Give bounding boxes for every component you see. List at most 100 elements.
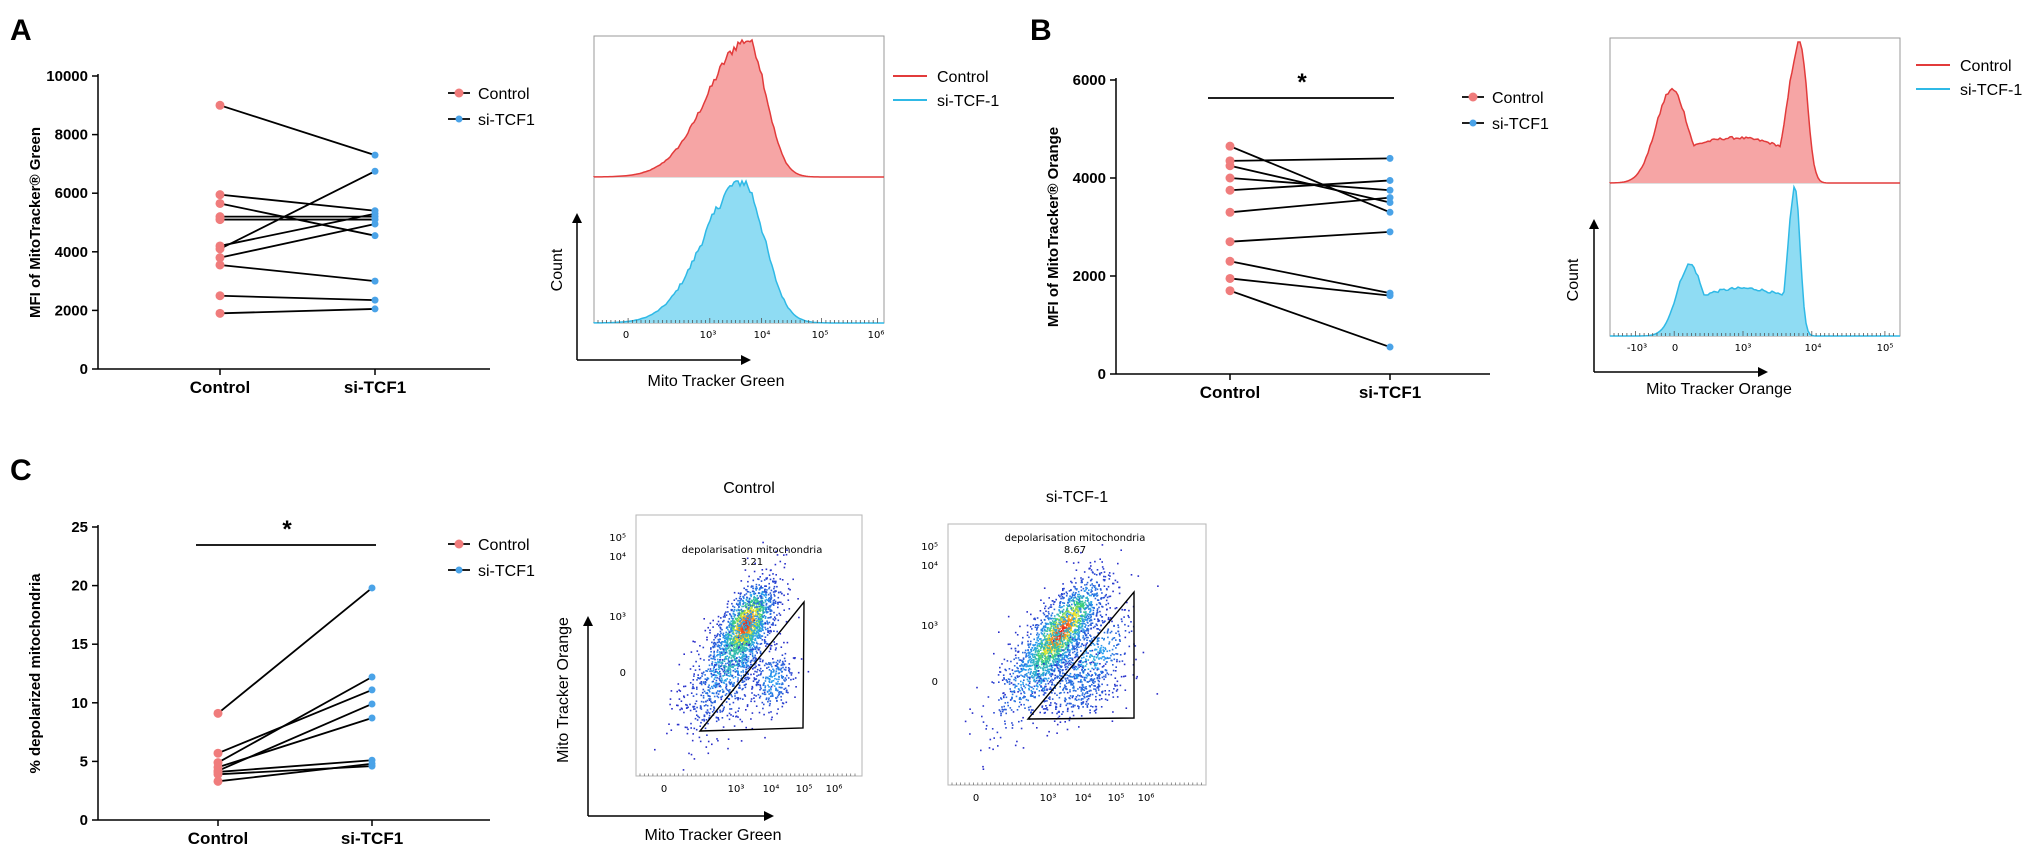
- dot-plot-event: [758, 711, 761, 714]
- dot-plot-event: [1090, 628, 1092, 630]
- dot-plot-event: [1059, 668, 1062, 671]
- dot-plot-event: [1071, 608, 1073, 611]
- dot-plot-event: [1101, 616, 1104, 618]
- dot-plot-event: [721, 661, 723, 664]
- dot-plot-event: [739, 649, 741, 651]
- dot-plot-event: [1088, 617, 1091, 620]
- control-point: [215, 215, 225, 225]
- dot-plot-event: [777, 606, 779, 609]
- dot-plot-event: [1065, 660, 1067, 663]
- dot-plot-event: [710, 673, 713, 676]
- dot-plot-event: [772, 623, 774, 625]
- dot-plot-event: [1047, 623, 1050, 625]
- dot-plot-event: [1063, 657, 1065, 659]
- dot-plot-event: [1108, 572, 1111, 574]
- dot-plot-event: [1048, 665, 1050, 668]
- dot-plot-event: [770, 604, 772, 607]
- dot-plot-event: [717, 644, 720, 646]
- dot-plot-event: [668, 723, 670, 725]
- dot-plot-event: [764, 686, 766, 689]
- dot-plot-event: [756, 652, 758, 654]
- dot-plot-event: [1059, 617, 1062, 619]
- dot-plot-event: [1026, 634, 1029, 637]
- dot-plot-event: [1066, 608, 1069, 610]
- dot-plot-event: [750, 673, 752, 676]
- dot-plot-event: [721, 688, 724, 691]
- dot-plot-event: [669, 703, 671, 706]
- dot-plot-event: [735, 649, 738, 652]
- dot-plot-event: [1075, 644, 1078, 646]
- dot-plot-event: [1061, 628, 1064, 630]
- dot-plot-event: [1093, 586, 1096, 589]
- dot-plot-event: [1018, 698, 1021, 700]
- dot-plot-event: [764, 685, 767, 687]
- dot-plot-event: [1046, 655, 1049, 658]
- y-axis-title: MFI of MitoTracker® Orange: [1045, 127, 1062, 327]
- dot-plot-event: [725, 631, 727, 634]
- dot-plot-event: [1043, 693, 1045, 696]
- dot-plot-event: [720, 617, 722, 619]
- dot-plot-event: [780, 683, 783, 686]
- dot-plot-event: [1041, 630, 1044, 632]
- dot-plot-event: [1003, 678, 1005, 680]
- dot-plot-event: [1089, 561, 1092, 564]
- dot-plot-event: [1027, 684, 1030, 686]
- dot-plot-event: [773, 585, 776, 588]
- dot-plot-event: [1086, 604, 1088, 607]
- dot-plot-event: [749, 603, 751, 605]
- dot-plot-event: [1047, 639, 1049, 641]
- histogram-tick-label: 10⁴: [754, 330, 771, 341]
- dot-plot-event: [1019, 689, 1021, 692]
- dot-plot-event: [1012, 690, 1014, 693]
- dot-plot-event: [765, 591, 768, 594]
- dot-plot-event: [710, 647, 712, 649]
- dot-plot-event: [735, 643, 738, 645]
- dot-plot-event: [692, 695, 695, 697]
- dot-plot-event: [1080, 605, 1082, 608]
- dot-plot-event: [695, 728, 698, 731]
- dot-plot-event: [1048, 597, 1050, 599]
- dot-plot-event: [1036, 650, 1039, 652]
- dot-plot-event: [1059, 641, 1061, 643]
- dot-plot-event: [745, 670, 747, 673]
- dot-plot-event: [749, 661, 752, 664]
- dot-plot-event: [745, 641, 748, 644]
- dot-plot-event: [743, 631, 746, 634]
- count-axis-label: Count: [1565, 258, 1582, 301]
- dot-plot-event: [1055, 651, 1058, 653]
- dot-plot-event: [759, 618, 761, 620]
- dot-plot-event: [738, 684, 741, 687]
- dot-plot-event: [1054, 632, 1056, 634]
- dot-plot-event: [725, 693, 728, 695]
- dot-plot-event: [749, 635, 751, 638]
- dot-plot-event: [726, 643, 729, 646]
- dot-plot-event: [758, 637, 761, 639]
- dot-plot-event: [769, 692, 772, 695]
- dot-plot-event: [769, 609, 771, 611]
- dot-plot-event: [1009, 688, 1011, 690]
- sitcf-point: [371, 277, 379, 285]
- dot-plot-event: [704, 678, 707, 680]
- dot-plot-event: [787, 691, 789, 694]
- dot-plot-event: [721, 679, 723, 682]
- dot-plot-event: [727, 666, 730, 668]
- dot-plot-event: [765, 585, 767, 587]
- dot-plot-event: [1044, 674, 1047, 676]
- dot-plot-event: [773, 685, 776, 687]
- dot-plot-event: [1117, 562, 1119, 565]
- dot-plot-event: [715, 670, 717, 673]
- dot-plot-event: [728, 624, 730, 627]
- dot-plot-event: [755, 626, 757, 628]
- dot-plot-event: [736, 602, 738, 605]
- dot-plot-event: [1043, 632, 1046, 635]
- dot-plot-event: [730, 635, 733, 637]
- dot-plot-event: [737, 673, 739, 676]
- dot-plot-event: [750, 650, 752, 652]
- dot-plot-event: [726, 714, 729, 717]
- dot-plot-event: [751, 653, 754, 655]
- dot-plot-event: [1066, 629, 1069, 632]
- dot-plot-event: [720, 651, 723, 653]
- dot-plot-event: [1076, 638, 1079, 641]
- dot-plot-event: [1029, 673, 1032, 676]
- dot-plot-event: [1032, 661, 1034, 664]
